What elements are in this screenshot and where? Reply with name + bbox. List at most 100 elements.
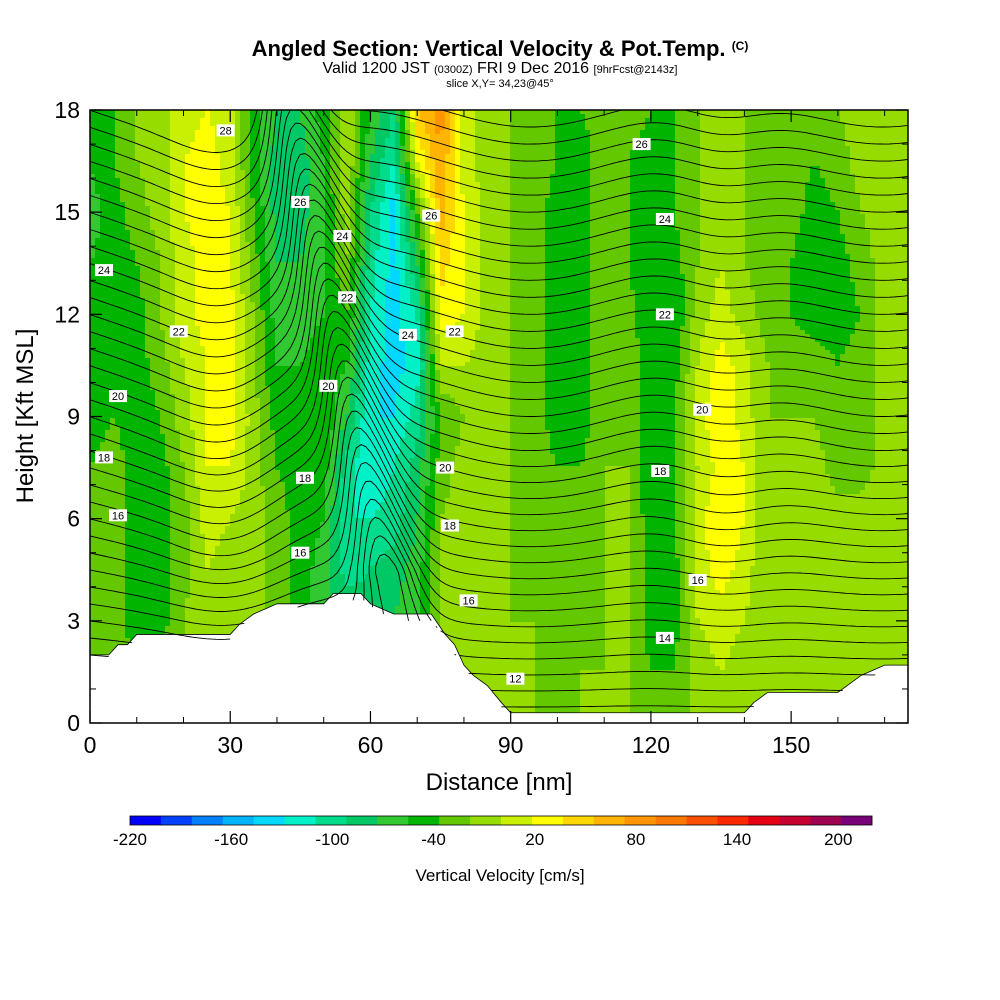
velocity-cell [830, 226, 836, 231]
velocity-cell [725, 186, 731, 191]
velocity-cell [830, 158, 836, 163]
velocity-cell [700, 126, 706, 131]
velocity-cell [520, 162, 526, 167]
velocity-cell [365, 178, 371, 183]
velocity-cell [570, 130, 576, 135]
velocity-cell [205, 134, 211, 139]
velocity-cell [230, 174, 236, 179]
velocity-cell [715, 178, 721, 183]
velocity-cell [340, 150, 346, 155]
velocity-cell [895, 130, 901, 135]
velocity-cell [255, 190, 261, 195]
velocity-cell [350, 142, 356, 147]
velocity-cell [800, 170, 806, 175]
velocity-cell [365, 126, 371, 131]
velocity-cell [375, 186, 381, 191]
velocity-cell [500, 182, 506, 187]
velocity-cell [210, 130, 216, 135]
velocity-cell [860, 166, 866, 171]
velocity-cell [105, 170, 111, 175]
velocity-cell [685, 138, 691, 143]
velocity-cell [420, 190, 426, 195]
velocity-cell [625, 198, 631, 203]
velocity-cell [675, 154, 681, 159]
velocity-cell [250, 154, 256, 159]
velocity-cell [775, 210, 781, 215]
velocity-cell [745, 222, 751, 227]
velocity-cell [605, 150, 611, 155]
velocity-cell [375, 114, 381, 119]
velocity-cell [775, 122, 781, 127]
velocity-cell [230, 226, 236, 231]
velocity-cell [755, 178, 761, 183]
velocity-cell [215, 210, 221, 215]
velocity-cell [410, 158, 416, 163]
velocity-cell [460, 190, 466, 195]
velocity-cell [855, 150, 861, 155]
velocity-cell [655, 226, 661, 231]
velocity-cell [270, 218, 276, 223]
velocity-cell [140, 198, 146, 203]
velocity-cell [205, 226, 211, 231]
velocity-cell [710, 122, 716, 127]
velocity-cell [780, 174, 786, 179]
velocity-cell [570, 146, 576, 151]
velocity-cell [145, 186, 151, 191]
velocity-cell [455, 150, 461, 155]
velocity-cell [575, 218, 581, 223]
velocity-cell [710, 126, 716, 131]
velocity-cell [175, 150, 181, 155]
velocity-cell [155, 230, 161, 235]
velocity-cell [580, 182, 586, 187]
velocity-cell [600, 174, 606, 179]
velocity-cell [230, 210, 236, 215]
velocity-cell [500, 178, 506, 183]
velocity-cell [505, 178, 511, 183]
velocity-cell [795, 190, 801, 195]
velocity-cell [105, 162, 111, 167]
velocity-cell [425, 202, 431, 207]
velocity-cell [385, 202, 391, 207]
velocity-cell [570, 166, 576, 171]
velocity-cell [625, 126, 631, 131]
velocity-cell [565, 134, 571, 139]
velocity-cell [195, 158, 201, 163]
velocity-cell [785, 206, 791, 211]
velocity-cell [705, 178, 711, 183]
velocity-cell [665, 170, 671, 175]
velocity-cell [90, 118, 96, 123]
velocity-cell [595, 222, 601, 227]
velocity-cell [825, 206, 831, 211]
velocity-cell [430, 166, 436, 171]
velocity-cell [390, 122, 396, 127]
velocity-cell [445, 138, 451, 143]
velocity-cell [900, 114, 906, 119]
velocity-cell [675, 194, 681, 199]
velocity-cell [610, 150, 616, 155]
velocity-cell [585, 214, 591, 219]
velocity-cell [165, 210, 171, 215]
velocity-cell [715, 190, 721, 195]
velocity-cell [730, 214, 736, 219]
velocity-cell [890, 166, 896, 171]
velocity-cell [845, 178, 851, 183]
velocity-cell [755, 190, 761, 195]
velocity-cell [890, 170, 896, 175]
velocity-cell [785, 170, 791, 175]
velocity-cell [210, 122, 216, 127]
velocity-cell [130, 114, 136, 119]
velocity-cell [805, 154, 811, 159]
velocity-cell [470, 146, 476, 151]
velocity-cell [125, 162, 131, 167]
velocity-cell [705, 154, 711, 159]
velocity-cell [680, 134, 686, 139]
velocity-cell [435, 130, 441, 135]
velocity-cell [885, 154, 891, 159]
velocity-cell [600, 150, 606, 155]
velocity-cell [605, 166, 611, 171]
velocity-cell [855, 182, 861, 187]
velocity-cell [650, 202, 656, 207]
velocity-cell [470, 210, 476, 215]
velocity-cell [185, 222, 191, 227]
velocity-cell [105, 186, 111, 191]
